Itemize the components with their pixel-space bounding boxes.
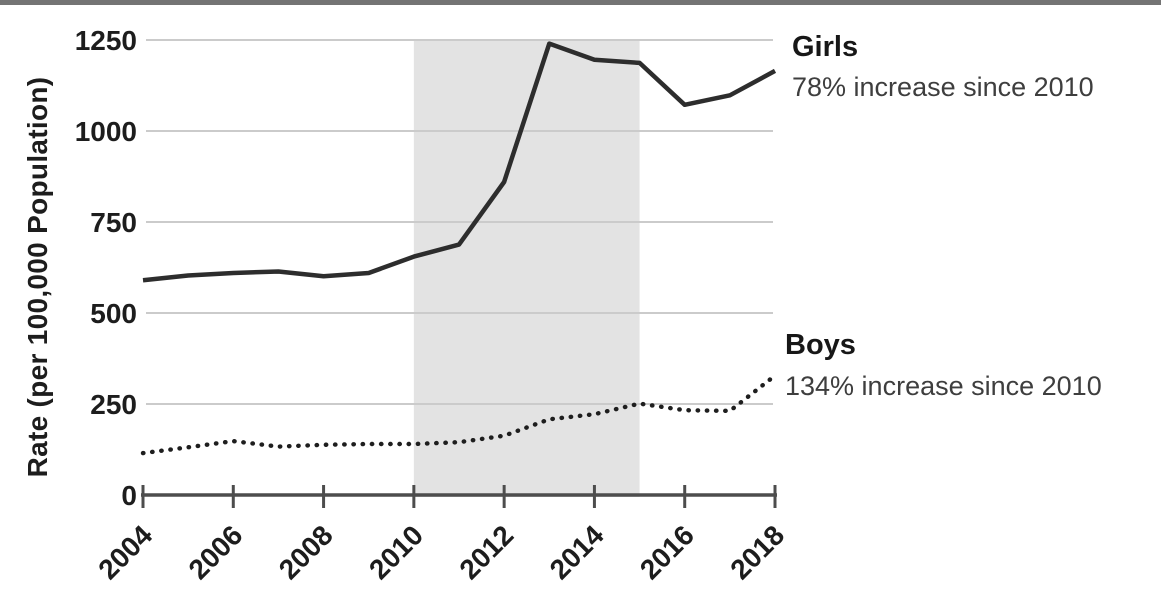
series-line-boys [140,373,778,456]
y-tick-label-1000: 1000 [75,116,137,147]
y-tick-label-500: 500 [90,298,137,329]
y-tick-label-750: 750 [90,207,137,238]
x-tick-label-2012: 2012 [453,519,519,585]
y-tick-label-0: 0 [121,480,137,511]
girls-series-subtitle: 78% increase since 2010 [792,72,1094,102]
y-tick-label-1250: 1250 [75,25,137,56]
x-tick-label-2014: 2014 [544,519,610,585]
y-tick-label-250: 250 [90,389,137,420]
girls-series-label: Girls [792,31,859,63]
x-tick-label-2006: 2006 [183,519,249,585]
series-line-girls [142,41,777,283]
boys-series-subtitle: 134% increase since 2010 [785,371,1102,401]
x-tick-label-2016: 2016 [634,519,700,585]
x-tick-label-2004: 2004 [92,519,158,585]
x-tick-label-2008: 2008 [273,519,339,585]
x-tick-label-2010: 2010 [363,519,429,585]
boys-series-label: Boys [785,329,856,361]
top-divider-line [0,0,1161,5]
x-tick-label-2018: 2018 [724,519,790,585]
y-axis-title: Rate (per 100,000 Population) [22,76,53,478]
